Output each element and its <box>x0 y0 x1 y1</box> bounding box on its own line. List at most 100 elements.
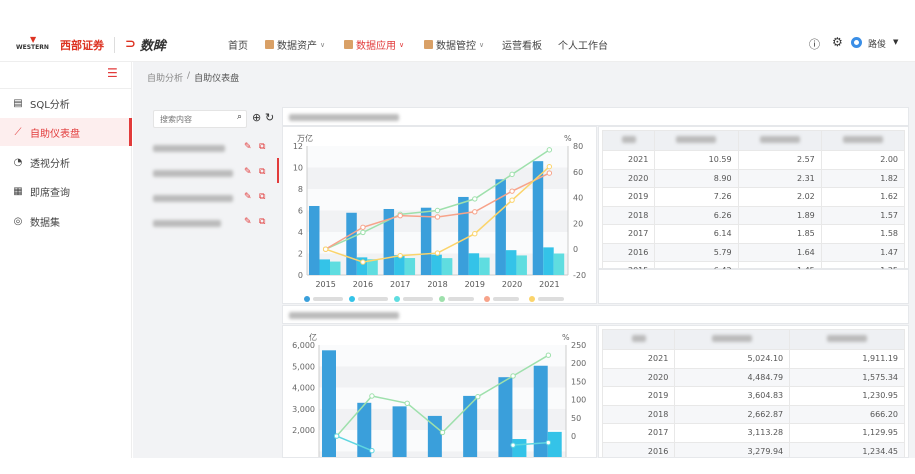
line-point <box>546 147 553 153</box>
edit-icon[interactable]: ✎ <box>244 217 252 227</box>
dashboard-list-item[interactable]: ✎ ⧉ <box>153 216 273 232</box>
sidebar-item-label: 透视分析 <box>30 158 70 170</box>
table1-panel: 2021 10.59 2.57 2.00 2020 8.90 2.31 1.82 2019 7.2… <box>598 126 909 281</box>
brand-logo[interactable]: ▼ WESTERN 西部证券 ⊃ 数眸 <box>16 34 166 55</box>
sidebar-item-dashboard[interactable]: ⟋ 自助仪表盘 <box>0 118 132 146</box>
refresh-icon[interactable]: ↻ <box>265 111 275 124</box>
bar <box>495 179 506 275</box>
table-cell: 1.58 <box>820 224 906 244</box>
breadcrumb-current: 自助仪表盘 <box>194 74 240 84</box>
dashboard-list-item[interactable]: ✎ ⧉ <box>153 191 273 207</box>
breadcrumb-parent[interactable]: 自助分析 <box>147 74 184 84</box>
avatar[interactable] <box>851 37 862 48</box>
table1-filler <box>598 269 909 304</box>
caret-down-icon[interactable]: ▼ <box>893 38 899 46</box>
line-point <box>434 214 441 220</box>
table-row: 2017 6.14 1.85 1.58 <box>601 224 906 244</box>
left-unit-label: 万亿 <box>297 133 313 143</box>
y2-tick-label: 250 <box>571 341 586 350</box>
y-tick-label: 8 <box>298 185 303 194</box>
nav-data-assets[interactable]: 数据资产 ∨ <box>265 37 325 52</box>
sidebar-item-pivot[interactable]: ◔ 透视分析 <box>0 148 132 176</box>
table-cell: 3,279.94 <box>674 441 791 457</box>
product-name: 数眸 <box>139 39 166 54</box>
y-tick-label: 12 <box>293 142 303 151</box>
dashboard-name-blurred <box>153 170 233 177</box>
user-name[interactable]: 路俊 <box>868 40 887 50</box>
sidebar-item-sql[interactable]: ▤ SQL分析 <box>0 89 132 117</box>
line-point <box>360 259 366 265</box>
bar <box>427 415 442 457</box>
nav-ops-board[interactable]: 运营看板 <box>502 37 542 52</box>
line-point <box>369 447 375 454</box>
y-tick-label: 10 <box>293 164 303 173</box>
bar <box>322 350 336 457</box>
bar <box>330 261 341 275</box>
table-cell: 4,484.79 <box>674 367 791 387</box>
dashboard-list-item[interactable]: ✎ ⧉ <box>153 141 273 157</box>
chart1-panel: 0 2 4 6 8 10 12 -20 0 20 40 60 80 万亿% 2015 2016 2017 2018… <box>282 126 597 304</box>
y2-tick-label: 150 <box>571 377 586 386</box>
right-unit-label: % <box>562 333 570 342</box>
dataset-icon: ◎ <box>13 215 23 227</box>
table-cell: 2021 <box>601 150 656 170</box>
sidebar-item-adhoc[interactable]: ▦ 即席查询 <box>0 177 132 205</box>
menu-collapse-icon[interactable]: ☰ <box>107 66 118 80</box>
bar <box>356 257 368 275</box>
bar <box>516 255 527 275</box>
dashboard-list-item[interactable]: ✎ ⧉ <box>153 166 273 182</box>
line-point <box>472 196 478 202</box>
search-icon[interactable]: ⌕ <box>236 112 242 122</box>
dashboard-name-blurred <box>153 145 225 152</box>
edit-icon[interactable]: ✎ <box>244 142 252 152</box>
publish-icon[interactable]: ⧉ <box>259 167 266 177</box>
bar <box>498 377 513 457</box>
nav-data-control[interactable]: 数据管控 ∨ <box>424 37 484 52</box>
table-cell: 2017 <box>601 224 656 244</box>
legend-marker <box>529 296 535 302</box>
y-tick-label: 2,000 <box>292 426 315 435</box>
nav-workbench[interactable]: 个人工作台 <box>558 37 608 52</box>
table-cell: 1.57 <box>820 205 906 225</box>
y2-tick-label: 100 <box>571 396 586 405</box>
help-icon[interactable]: ⓘ <box>809 38 820 51</box>
bull-icon: ▼ <box>30 34 37 44</box>
publish-icon[interactable]: ⧉ <box>259 217 266 227</box>
line-point <box>333 433 340 439</box>
grid-icon: ▦ <box>13 185 23 197</box>
edit-icon[interactable]: ✎ <box>244 167 252 177</box>
table-row: 2019 3,604.83 1,230.95 <box>601 386 905 406</box>
gear-icon[interactable]: ⚙ <box>832 35 843 49</box>
bar <box>346 212 357 275</box>
chart2-title-bar <box>282 305 909 324</box>
publish-icon[interactable]: ⧉ <box>259 142 266 152</box>
y-tick-label: 0 <box>298 271 303 280</box>
bar <box>367 259 378 275</box>
search-box[interactable]: ⌕ <box>153 110 247 128</box>
nav-home[interactable]: 首页 <box>228 37 248 52</box>
table-cell: 6.26 <box>654 205 739 225</box>
grid-band <box>307 232 568 254</box>
search-input[interactable] <box>154 111 228 127</box>
edit-icon[interactable]: ✎ <box>244 192 252 202</box>
table-cell: 2018 <box>601 404 676 424</box>
publish-icon[interactable]: ⧉ <box>259 192 266 202</box>
table-cell: 8.90 <box>654 168 739 188</box>
grid-band <box>307 210 568 232</box>
table-cell: 5.79 <box>654 242 739 262</box>
control-icon <box>424 40 433 49</box>
nav-data-apps[interactable]: 数据应用 ∨ <box>344 37 404 52</box>
bottom-bar <box>0 458 915 474</box>
legend-label-blurred <box>358 297 388 301</box>
add-icon[interactable]: ⊕ <box>252 111 262 124</box>
y2-tick-label: 200 <box>571 359 586 368</box>
table-row: 2021 10.59 2.57 2.00 <box>601 150 906 170</box>
table-cell: 2016 <box>601 441 676 457</box>
line-point <box>509 197 515 203</box>
y2-tick-label: 80 <box>573 142 583 151</box>
bar <box>458 196 469 275</box>
grid-band <box>319 345 566 367</box>
table-cell: 2019 <box>601 187 656 207</box>
sidebar-item-dataset[interactable]: ◎ 数据集 <box>0 207 132 235</box>
table-cell: 1,911.19 <box>789 349 905 369</box>
